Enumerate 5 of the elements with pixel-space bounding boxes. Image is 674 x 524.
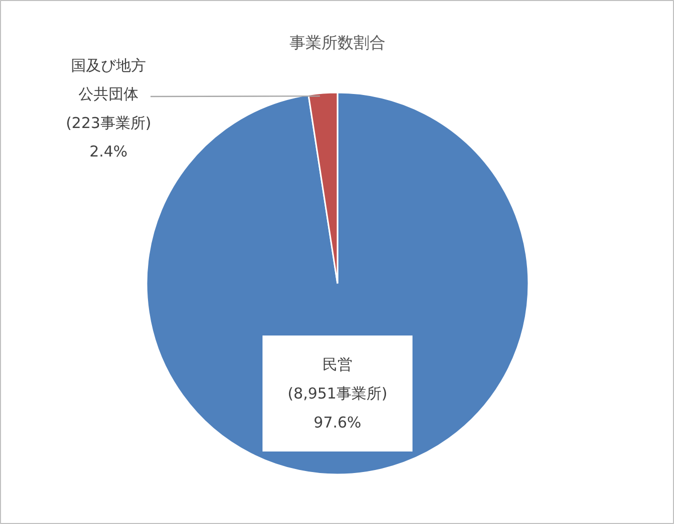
slice-label: 民営: [322, 356, 352, 374]
data-label: (223事業所) 2.4%: [66, 114, 152, 161]
chart-title: 事業所数割合: [290, 33, 386, 52]
slice-label: 国及び地方公共団体: [71, 56, 146, 104]
data-label: (8,951事業所) 97.6%: [288, 384, 388, 432]
